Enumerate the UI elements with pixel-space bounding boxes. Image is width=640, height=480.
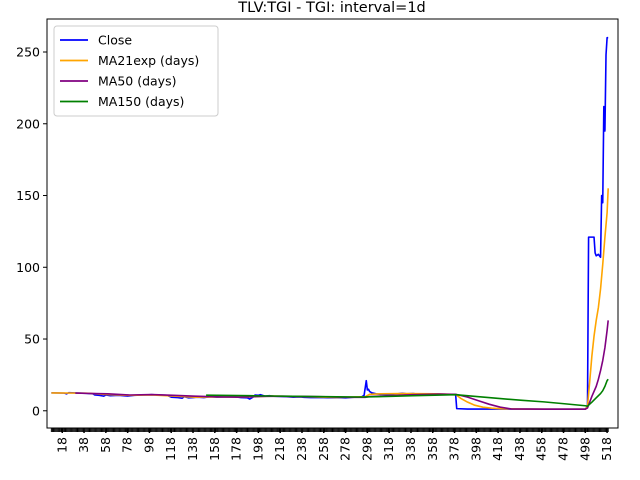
y-tick-label-250: 250 <box>16 45 40 60</box>
series-line-3 <box>206 378 609 407</box>
x-tick-label-518: 518 <box>599 437 614 461</box>
legend-label-3: MA150 (days) <box>98 94 184 109</box>
y-axis: 0 50 100 150 200 250 <box>16 45 47 418</box>
x-tick-label-118: 118 <box>163 437 178 461</box>
x-tick-label-198: 198 <box>250 437 265 461</box>
x-tick-label-378: 378 <box>447 437 462 461</box>
x-tick-label-18: 18 <box>54 437 69 453</box>
series-layer <box>51 36 609 410</box>
legend-label-2: MA50 (days) <box>98 74 176 89</box>
x-tick-label-358: 358 <box>425 437 440 461</box>
x-tick-label-98: 98 <box>141 437 156 453</box>
legend-box <box>53 25 219 117</box>
x-tick-label-138: 138 <box>185 437 200 461</box>
legend-label-1: MA21exp (days) <box>98 53 199 68</box>
y-tick-label-50: 50 <box>24 332 40 347</box>
x-tick-label-218: 218 <box>272 437 287 461</box>
x-tick-label-338: 338 <box>403 437 418 461</box>
x-tick-label-298: 298 <box>359 437 374 461</box>
y-tick-label-100: 100 <box>16 260 40 275</box>
x-tick-label-438: 438 <box>512 437 527 461</box>
legend-label-0: Close <box>98 33 132 48</box>
x-tick-label-238: 238 <box>294 437 309 461</box>
x-tick-label-458: 458 <box>534 437 549 461</box>
x-tick-label-258: 258 <box>316 437 331 461</box>
x-axis: 18 38 58 78 98 118 138 158 178 198 218 238 258 278 298… <box>50 428 614 461</box>
y-tick-label-200: 200 <box>16 116 40 131</box>
x-tick-label-278: 278 <box>338 437 353 461</box>
x-tick-label-478: 478 <box>556 437 571 461</box>
x-tick-label-178: 178 <box>229 437 244 461</box>
x-tick-label-58: 58 <box>98 437 113 453</box>
y-tick-label-150: 150 <box>16 188 40 203</box>
legend: Close MA21exp (days) MA50 (days) MA150 (day… <box>53 25 219 117</box>
x-tick-label-398: 398 <box>468 437 483 461</box>
x-tick-label-78: 78 <box>120 437 135 453</box>
series-line-1 <box>51 188 609 410</box>
y-tick-label-0: 0 <box>32 403 40 418</box>
chart-title: TLV:TGI - TGI: interval=1d <box>237 0 426 16</box>
x-tick-label-418: 418 <box>490 437 505 461</box>
x-tick-label-318: 318 <box>381 437 396 461</box>
x-tick-label-38: 38 <box>76 437 91 453</box>
series-line-2 <box>75 320 609 410</box>
x-tick-label-498: 498 <box>577 437 592 461</box>
x-tick-label-158: 158 <box>207 437 222 461</box>
